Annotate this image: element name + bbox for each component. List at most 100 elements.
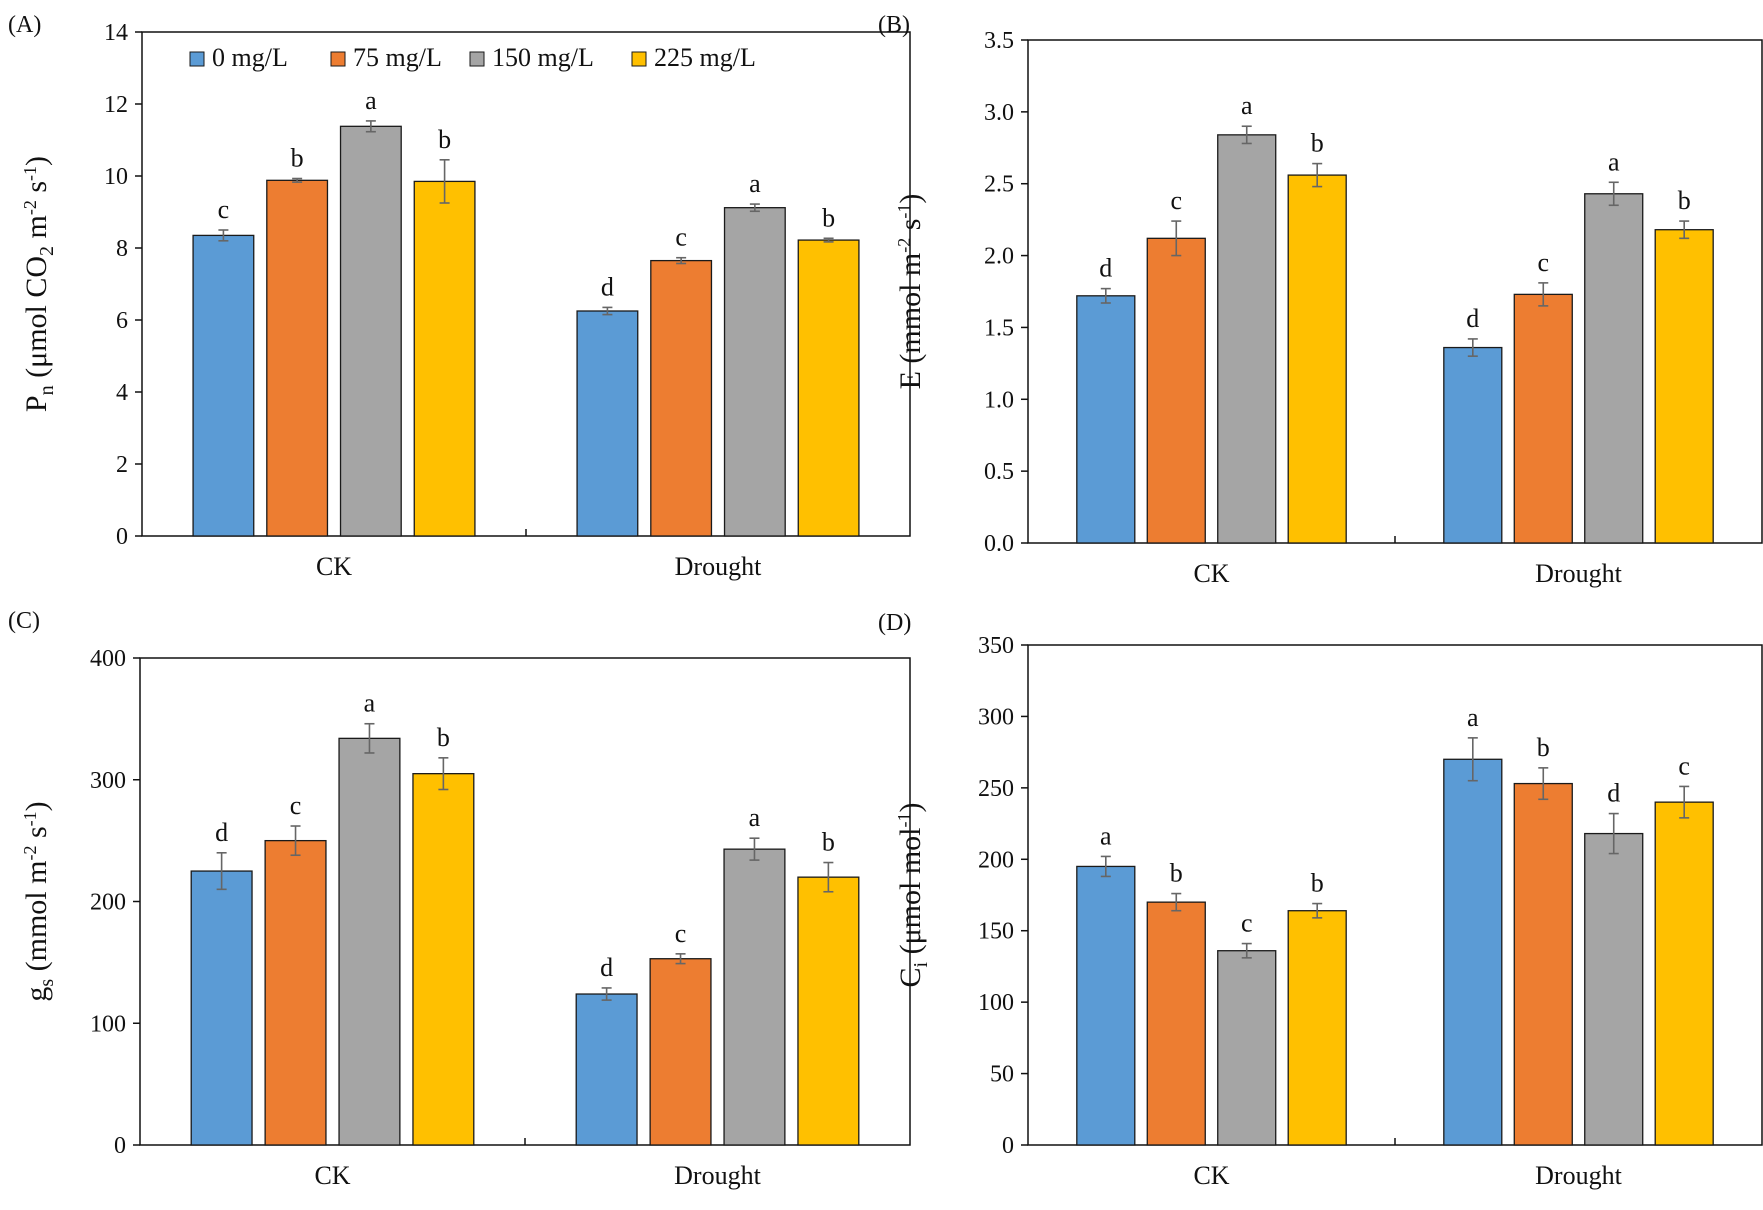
significance-label: a [364,689,376,718]
significance-label: a [365,86,377,115]
y-axis-label-part: P [20,395,53,412]
significance-label: c [1170,186,1182,215]
y-axis-label-part: s [36,979,58,987]
y-tick-label: 0 [116,524,128,550]
bar [650,259,713,537]
significance-label: a [1241,91,1253,120]
y-tick-label: 10 [104,164,128,190]
panel-letter: (B) [878,12,910,38]
significance-label: a [749,803,761,832]
bar [1584,193,1644,544]
y-axis-label-part: ) [894,803,927,813]
bar [797,239,860,537]
y-tick-label: 350 [978,633,1014,659]
plot-frame [141,31,911,537]
x-category-label: CK [314,1161,350,1190]
legend-swatch [469,51,485,67]
y-tick-label: 2 [116,452,128,478]
bar [413,180,476,537]
y-tick-label: 100 [978,990,1014,1016]
y-axis-label-part: -2 [20,846,40,861]
y-axis-label-part: -1 [20,166,40,181]
y-axis-label: E (mmol m-2​ s-1​) [894,194,927,390]
bar [338,737,401,1146]
y-axis-label-part: s [20,826,53,845]
bar [1076,865,1136,1146]
y-tick-label: 14 [104,20,128,46]
bar [264,839,327,1146]
significance-label: c [1241,909,1253,938]
bar [723,207,786,537]
panel-letter: (C) [8,608,40,634]
significance-label: b [1678,186,1691,215]
bar [575,993,638,1146]
y-axis-label-part: ) [20,156,53,166]
plot-frame [139,657,911,1146]
significance-label: a [1100,821,1112,850]
significance-label: c [1537,248,1549,277]
y-axis-label-part: -1 [20,811,40,826]
y-tick-label: 400 [90,646,126,672]
bar [266,179,329,537]
y-tick-label: 300 [978,704,1014,730]
x-category-label: Drought [675,552,762,581]
y-axis-label-part: m [20,215,53,246]
legend-label: 0 mg/L [212,43,288,72]
bar [192,234,255,537]
bar [1287,174,1347,544]
y-tick-label: 3.0 [984,100,1014,126]
y-tick-label: 0 [1002,1133,1014,1159]
bar [1287,910,1347,1146]
y-axis-label-part: n [36,385,58,395]
y-tick-label: 12 [104,92,128,118]
bar [576,310,639,537]
y-tick-label: 2.5 [984,172,1014,198]
significance-label: d [1466,304,1479,333]
bar [1217,134,1277,544]
y-axis-label-part: i [910,961,932,967]
significance-label: c [218,195,230,224]
plot-frame [1027,644,1763,1146]
significance-label: c [290,791,302,820]
y-tick-label: 0 [114,1133,126,1159]
bar [339,125,402,537]
y-tick-label: 2.0 [984,244,1014,270]
panel-letter: (A) [8,12,41,38]
y-tick-label: 0.0 [984,531,1014,557]
y-tick-label: 1.0 [984,387,1014,413]
bar [797,876,860,1146]
significance-label: b [1311,869,1324,898]
legend-label: 75 mg/L [353,43,442,72]
y-tick-label: 300 [90,768,126,794]
legend-label: 150 mg/L [492,43,594,72]
bar [1584,832,1644,1146]
x-category-label: CK [316,552,352,581]
bar [412,773,475,1146]
significance-label: b [1311,129,1324,158]
significance-label: b [437,723,450,752]
significance-label: d [1099,254,1112,283]
y-tick-label: 50 [990,1062,1014,1088]
significance-label: a [1608,147,1620,176]
significance-label: b [1170,859,1183,888]
legend-swatch [631,51,647,67]
y-tick-label: 100 [90,1011,126,1037]
y-axis-label: Ci​ (μmol mol-1​) [894,803,932,988]
y-axis-label-part: (μmol CO [20,256,53,385]
legend-swatch [330,51,346,67]
legend-swatch [189,51,205,67]
significance-label: b [438,125,451,154]
y-axis-label-part: -2 [20,200,40,215]
y-axis-label-part: -2 [894,238,914,253]
bar [1513,782,1573,1146]
bar [1654,801,1714,1146]
y-axis-label-part: -1 [894,813,914,828]
bar [1443,346,1503,544]
y-tick-label: 200 [90,890,126,916]
significance-label: b [291,144,304,173]
significance-label: c [675,919,687,948]
panel-b: (B) 0.0 0.5 1.0 1.5 2.0 2.5 3.0 3.5 d c a b CK d c a b Dro… [878,12,1763,588]
bar [190,870,253,1146]
x-category-label: Drought [1535,559,1622,588]
